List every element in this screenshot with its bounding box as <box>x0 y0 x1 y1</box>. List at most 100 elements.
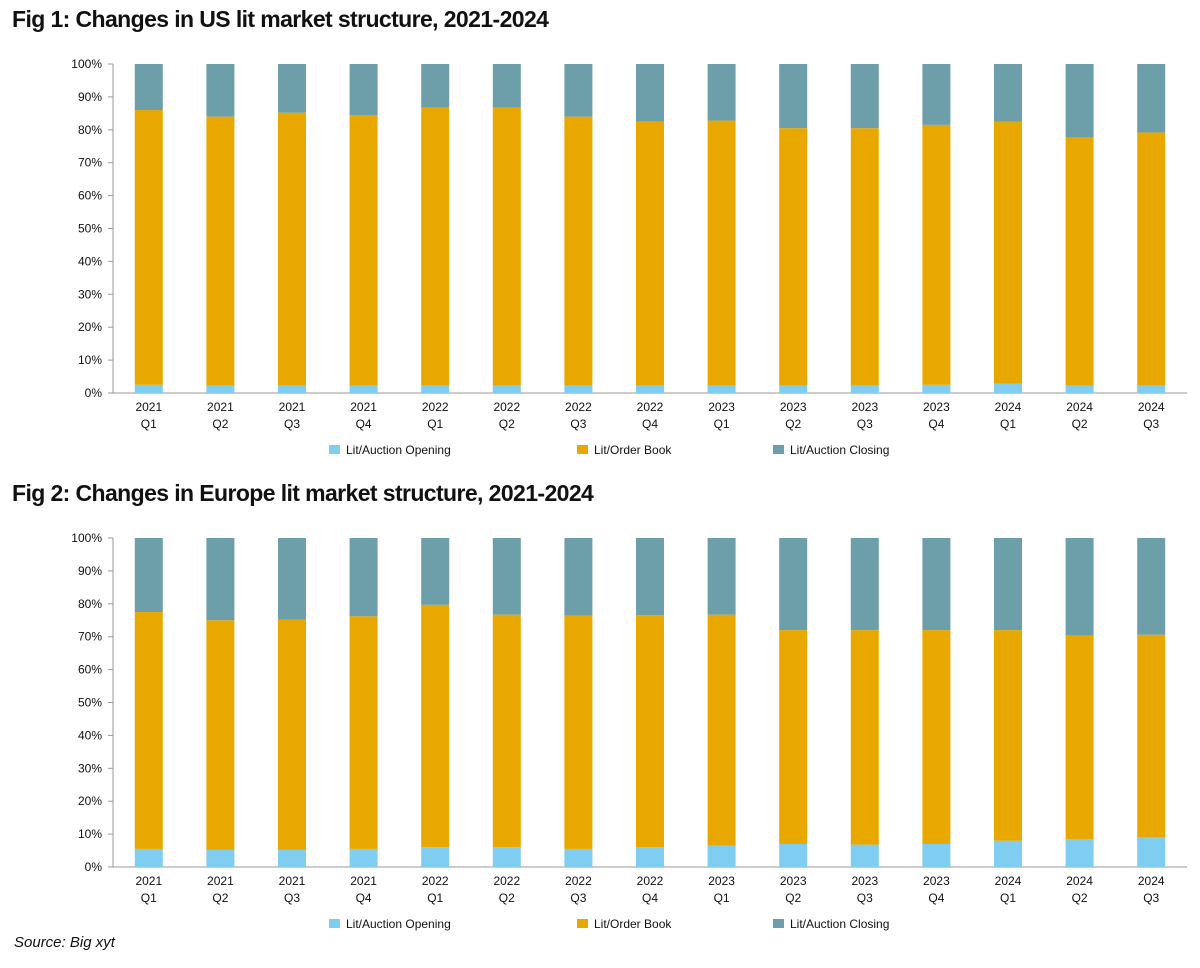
y-tick-label: 20% <box>78 320 102 334</box>
bar-opening-2023-q4 <box>922 384 951 393</box>
bar-order-book-2023-q3 <box>850 128 879 386</box>
bar-opening-2021-q4 <box>349 385 378 393</box>
bar-closing-2022-q1 <box>421 538 450 605</box>
bar-order-book-2022-q2 <box>492 107 521 386</box>
bar-closing-2022-q3 <box>564 64 593 117</box>
x-tick-label-quarter: Q2 <box>499 891 515 905</box>
bar-order-book-2023-q2 <box>779 630 808 844</box>
x-tick-label-year: 2022 <box>637 400 664 414</box>
x-tick-label-quarter: Q2 <box>212 417 228 431</box>
x-tick-label-year: 2022 <box>565 874 592 888</box>
y-tick-label: 10% <box>78 827 102 841</box>
bar-order-book-2021-q3 <box>278 619 306 850</box>
bar-opening-2022-q4 <box>636 385 664 393</box>
bar-order-book-2024-q2 <box>1065 137 1094 386</box>
x-tick-label-year: 2021 <box>135 874 162 888</box>
x-tick-label-quarter: Q3 <box>857 417 873 431</box>
bar-opening-2023-q2 <box>779 385 808 393</box>
x-tick-label-year: 2021 <box>135 400 162 414</box>
bar-closing-2022-q4 <box>636 64 664 122</box>
bar-order-book-2024-q1 <box>994 630 1022 841</box>
legend-label-closing: Lit/Auction Closing <box>790 443 889 457</box>
x-tick-label-year: 2023 <box>851 874 878 888</box>
legend-label-opening: Lit/Auction Opening <box>346 443 451 457</box>
bar-closing-2024-q3 <box>1137 538 1166 635</box>
bar-opening-2024-q2 <box>1065 839 1094 867</box>
y-tick-label: 20% <box>78 794 102 808</box>
bar-order-book-2021-q2 <box>206 620 235 850</box>
bar-closing-2022-q3 <box>564 538 593 616</box>
bar-order-book-2023-q4 <box>922 124 951 385</box>
bar-order-book-2021-q4 <box>349 616 378 849</box>
x-tick-label-year: 2023 <box>851 400 878 414</box>
x-tick-label-quarter: Q3 <box>284 891 300 905</box>
bar-closing-2021-q1 <box>134 64 163 111</box>
x-tick-label-year: 2024 <box>1066 874 1093 888</box>
x-tick-label-year: 2024 <box>1066 400 1093 414</box>
bar-order-book-2023-q1 <box>707 614 736 846</box>
x-tick-label-year: 2023 <box>708 874 735 888</box>
bar-closing-2023-q1 <box>707 538 736 615</box>
legend-swatch-order-book <box>577 919 588 928</box>
x-tick-label-quarter: Q1 <box>714 417 730 431</box>
y-tick-label: 60% <box>78 663 102 677</box>
bar-opening-2023-q4 <box>922 843 951 867</box>
bar-opening-2023-q1 <box>707 385 736 393</box>
bar-opening-2024-q1 <box>994 383 1022 393</box>
x-tick-label-quarter: Q3 <box>857 891 873 905</box>
legend-label-closing: Lit/Auction Closing <box>790 917 889 931</box>
x-tick-label-quarter: Q3 <box>570 417 586 431</box>
x-tick-label-quarter: Q2 <box>499 417 515 431</box>
x-tick-label-quarter: Q4 <box>928 417 944 431</box>
bar-order-book-2022-q1 <box>421 107 450 386</box>
x-tick-label-quarter: Q2 <box>785 891 801 905</box>
x-tick-label-quarter: Q1 <box>1000 417 1016 431</box>
bar-closing-2023-q4 <box>922 64 951 125</box>
bar-order-book-2021-q1 <box>134 110 163 385</box>
y-tick-label: 60% <box>78 189 102 203</box>
x-tick-label-quarter: Q4 <box>642 891 658 905</box>
x-tick-label-quarter: Q1 <box>141 891 157 905</box>
y-tick-label: 50% <box>78 696 102 710</box>
y-tick-label: 40% <box>78 254 102 268</box>
bar-closing-2023-q3 <box>850 64 879 129</box>
x-tick-label-year: 2024 <box>995 874 1022 888</box>
y-tick-label: 30% <box>78 761 102 775</box>
x-tick-label-year: 2023 <box>780 874 807 888</box>
bar-order-book-2022-q4 <box>636 615 664 848</box>
legend-swatch-closing <box>773 445 784 454</box>
legend-swatch-opening <box>329 919 340 928</box>
legend-swatch-opening <box>329 445 340 454</box>
x-tick-label-year: 2021 <box>207 874 234 888</box>
bar-opening-2024-q3 <box>1137 385 1166 393</box>
x-tick-label-year: 2021 <box>279 400 306 414</box>
figure-2-chart: 0% 10% 20% 30% 40% 50% 60% 70% 80% 90% 100% 2021 Q1 2… <box>0 514 1200 934</box>
bar-order-book-2022-q3 <box>564 116 593 386</box>
bar-closing-2024-q1 <box>994 538 1022 631</box>
bar-closing-2021-q3 <box>278 64 306 113</box>
bar-opening-2021-q4 <box>349 848 378 867</box>
x-tick-label-year: 2022 <box>493 874 520 888</box>
bar-opening-2023-q1 <box>707 845 736 867</box>
x-tick-label-quarter: Q1 <box>141 417 157 431</box>
legend-label-order-book: Lit/Order Book <box>594 917 672 931</box>
bar-closing-2021-q3 <box>278 538 306 620</box>
x-tick-label-year: 2024 <box>1138 400 1165 414</box>
x-tick-label-quarter: Q3 <box>570 891 586 905</box>
x-tick-label-quarter: Q1 <box>427 891 443 905</box>
bar-opening-2021-q2 <box>206 849 235 867</box>
x-tick-label-year: 2022 <box>422 874 449 888</box>
x-tick-label-quarter: Q2 <box>785 417 801 431</box>
x-tick-label-quarter: Q3 <box>1143 891 1159 905</box>
bar-opening-2024-q1 <box>994 840 1022 867</box>
bar-opening-2022-q3 <box>564 385 593 393</box>
y-tick-label: 90% <box>78 564 102 578</box>
bar-closing-2021-q2 <box>206 538 235 621</box>
legend-swatch-closing <box>773 919 784 928</box>
y-tick-label: 70% <box>78 630 102 644</box>
bar-order-book-2022-q4 <box>636 121 664 386</box>
bar-closing-2022-q2 <box>492 64 521 108</box>
y-tick-label: 10% <box>78 353 102 367</box>
bar-opening-2023-q3 <box>850 844 879 867</box>
bar-closing-2023-q4 <box>922 538 951 631</box>
